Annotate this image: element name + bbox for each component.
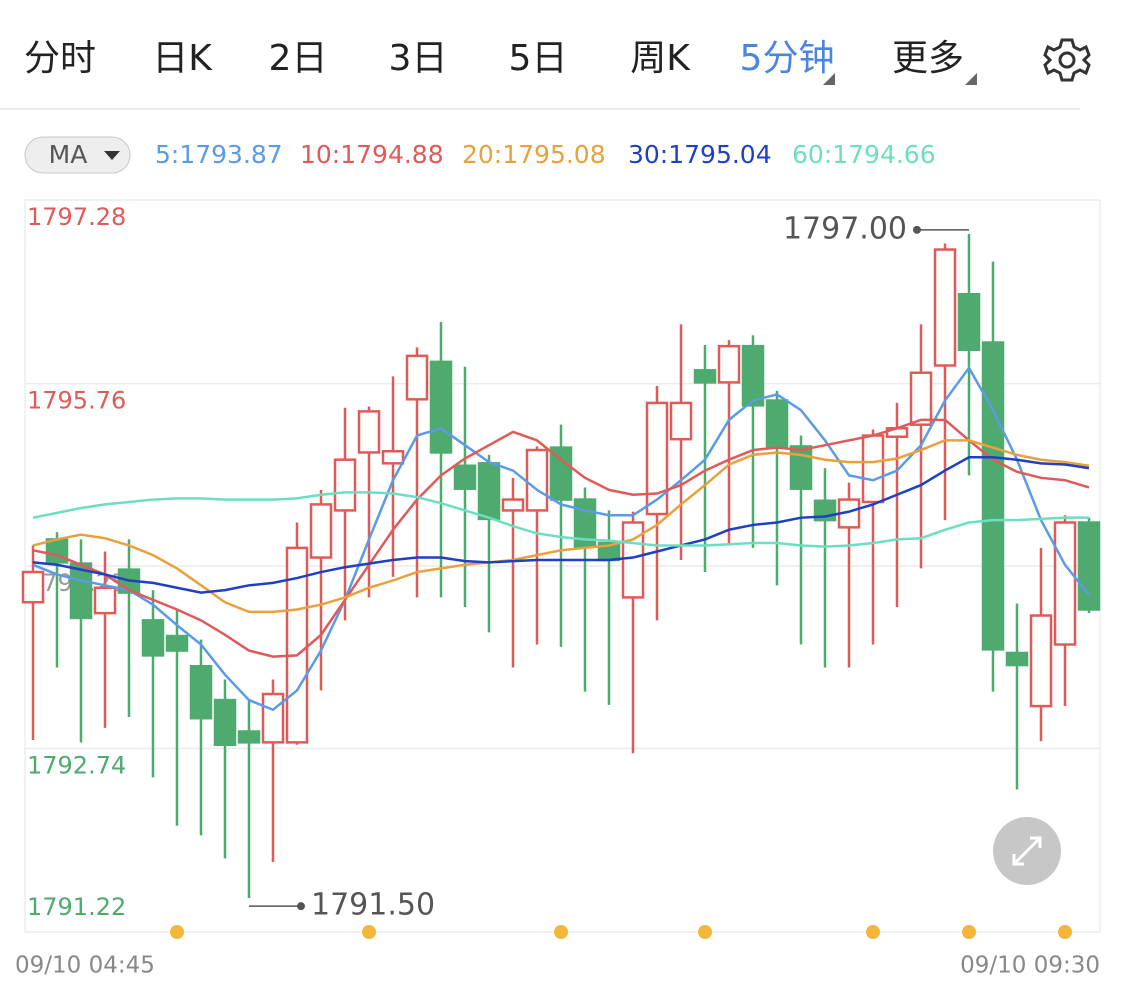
- candle-body: [981, 341, 1005, 651]
- y-tick-label: 1797.28: [27, 203, 126, 231]
- tab[interactable]: 周K: [630, 38, 691, 79]
- candle-body: [549, 446, 573, 501]
- ma-line: [32, 418, 1090, 658]
- tab[interactable]: 分时: [24, 38, 96, 79]
- tab[interactable]: 2日: [269, 38, 328, 79]
- expand-icon: [1012, 836, 1042, 866]
- dropdown-arrow: [104, 151, 120, 160]
- candle-body: [309, 503, 333, 559]
- candle-body: [1077, 521, 1101, 611]
- candle-body: [957, 292, 981, 352]
- legend-entry: 30:1795.04: [628, 140, 772, 169]
- candle-body: [357, 410, 381, 454]
- legend-entry: 60:1794.66: [792, 140, 936, 169]
- gear: [1043, 38, 1091, 82]
- candle-body: [717, 344, 741, 384]
- tab[interactable]: 5分钟: [740, 38, 835, 79]
- annotation-label: 1791.50: [311, 888, 435, 923]
- candle-body: [21, 570, 45, 604]
- candle-body: [933, 248, 957, 367]
- candle-body: [93, 586, 117, 615]
- ma-button[interactable]: MA: [24, 136, 131, 174]
- event-dot: [962, 925, 976, 939]
- event-dot: [1058, 925, 1072, 939]
- ma-line: [32, 456, 1090, 594]
- candle-body: [669, 401, 693, 441]
- candle-body: [405, 354, 429, 401]
- candle-body: [693, 369, 717, 384]
- ma-line: [32, 491, 1089, 548]
- event-dot: [554, 925, 568, 939]
- legend-entry: 20:1795.08: [462, 140, 606, 169]
- event-dot: [362, 925, 376, 939]
- candle-body: [765, 399, 789, 448]
- candle-body: [333, 458, 357, 512]
- candle-body: [165, 634, 189, 652]
- y-tick-label: 1795.76: [27, 387, 126, 415]
- tab[interactable]: 5日: [509, 38, 568, 79]
- candle-body: [213, 698, 237, 747]
- tab[interactable]: 3日: [389, 38, 448, 79]
- candle-body: [429, 360, 453, 454]
- tab[interactable]: 日K: [152, 38, 213, 79]
- candle-body: [861, 434, 885, 504]
- x-label: 09/10 09:30: [960, 953, 1100, 979]
- legend-entry: 5:1793.87: [155, 140, 283, 169]
- legend-entry: 10:1794.88: [300, 140, 444, 169]
- candle-body: [477, 462, 501, 521]
- candle-body: [909, 371, 933, 426]
- candle-body: [501, 498, 525, 512]
- settings-icon[interactable]: [1043, 38, 1091, 82]
- candle-body: [189, 665, 213, 720]
- candle-body: [1053, 521, 1077, 646]
- ma-pill: [24, 136, 131, 174]
- annotation-dot: [297, 902, 305, 911]
- x-label: 09/10 04:45: [15, 953, 155, 979]
- expand-button[interactable]: [993, 817, 1061, 885]
- candle-body: [525, 448, 549, 512]
- y-tick-label: 1791.22: [27, 893, 126, 921]
- ma-label: MA: [49, 140, 88, 169]
- candle-body: [1029, 614, 1053, 708]
- candle-body: [1005, 651, 1029, 667]
- event-dot: [866, 925, 880, 939]
- candle-body: [453, 464, 477, 490]
- candle-body: [645, 401, 669, 516]
- annotation-dot: [913, 225, 921, 234]
- candle-body: [381, 449, 405, 465]
- candle-body: [261, 692, 285, 744]
- event-dot: [170, 925, 184, 939]
- candle-body: [789, 445, 813, 490]
- annotation-label: 1797.00: [783, 211, 907, 246]
- event-dot: [698, 925, 712, 939]
- tab[interactable]: 更多: [892, 38, 964, 79]
- tab-corner-arrow: [823, 73, 835, 85]
- candle-body: [141, 619, 165, 657]
- candle-body: [237, 730, 261, 744]
- tab-corner-arrow: [965, 73, 977, 85]
- gear-hole: [1058, 51, 1076, 69]
- y-tick-label: 1792.74: [27, 751, 126, 779]
- candle-body: [741, 344, 765, 407]
